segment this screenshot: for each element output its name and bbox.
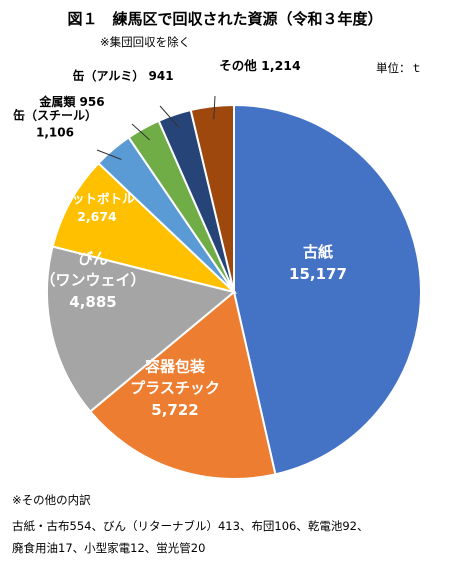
chart-title: 図１ 練馬区で回収された資源（令和３年度） bbox=[67, 10, 383, 28]
pie-slice-other bbox=[189, 103, 235, 293]
pie-slice-bottle-oneway bbox=[46, 245, 237, 413]
slice-label-metal: 金属類 956 bbox=[38, 94, 104, 109]
chart-subtitle: ※集団回収を除く bbox=[100, 35, 191, 49]
slice-label-aluminum-can: 缶（アルミ） 941 bbox=[72, 68, 173, 83]
pie-slice-paper bbox=[233, 103, 422, 476]
pie-slice-container-plastic bbox=[88, 290, 277, 480]
slice-label-steel-can: 缶（スチール） 1,106 bbox=[13, 107, 97, 139]
slice-label-pet-bottle: ペットボトル 2,674 bbox=[59, 191, 135, 224]
other-breakdown-line-2: 廃食用油17、小型家電12、蛍光管20 bbox=[12, 541, 206, 555]
other-breakdown-line-1: 古紙・古布554、びん（リターナブル）413、布団106、乾電池92、 bbox=[12, 519, 369, 533]
slice-label-bottle-oneway: びん（ワンウェイ） 4,885 bbox=[40, 249, 145, 311]
leader-line-other bbox=[213, 95, 216, 120]
slice-labels: 古紙 15,177 容器包装プラスチック 5,722 びん（ワンウェイ） 4,885 ペット… bbox=[13, 58, 347, 419]
leader-line-metal bbox=[131, 123, 150, 141]
slice-label-other: その他 1,214 bbox=[219, 58, 301, 73]
pie-slices bbox=[46, 103, 422, 480]
leader-lines bbox=[96, 95, 216, 160]
unit-label: 単位：ｔ bbox=[376, 61, 422, 75]
other-breakdown-heading: ※その他の内訳 bbox=[12, 493, 91, 507]
slice-label-paper: 古紙 15,177 bbox=[289, 243, 347, 283]
leader-line-aluminum-can bbox=[159, 105, 180, 128]
pie-slice-pet-bottle bbox=[51, 161, 238, 294]
slice-label-container-plastic: 容器包装プラスチック 5,722 bbox=[130, 357, 220, 419]
leader-line-steel-can bbox=[96, 149, 122, 160]
